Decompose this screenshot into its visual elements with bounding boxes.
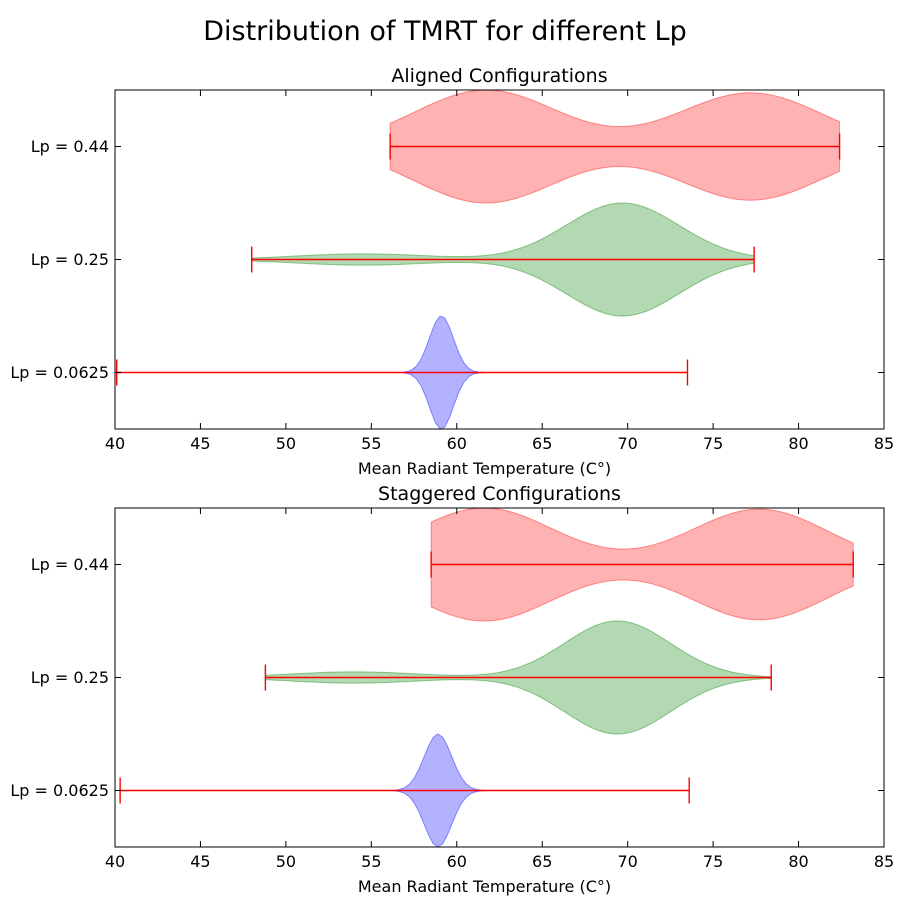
x-tick-label: 80 [788, 434, 808, 453]
staggered-panel: Staggered Configurations 40 45 50 55 60 65 70 75… [10, 483, 894, 896]
x-tick-label: 55 [361, 852, 381, 871]
x-tick-label: 55 [361, 434, 381, 453]
x-tick-label: 50 [276, 434, 296, 453]
x-tick-label: 40 [105, 434, 125, 453]
x-tick-label: 85 [874, 434, 894, 453]
x-tick-label: 45 [190, 434, 210, 453]
chart-title: Aligned Configurations [391, 65, 607, 87]
y-tick-label: Lp = 0.0625 [10, 363, 109, 382]
x-tick-label: 70 [617, 434, 637, 453]
aligned-panel: Aligned Configurations 40 45 50 55 60 65 70 75 80… [10, 65, 894, 478]
x-tick-label: 70 [617, 852, 637, 871]
x-tick-label: 60 [447, 852, 467, 871]
x-tick-label: 75 [703, 434, 723, 453]
x-tick-label: 65 [532, 852, 552, 871]
y-tick-label: Lp = 0.25 [31, 250, 109, 269]
y-tick-label: Lp = 0.0625 [10, 781, 109, 800]
x-axis-label: Mean Radiant Temperature (C°) [358, 459, 611, 478]
x-tick-label: 60 [447, 434, 467, 453]
x-tick-label: 50 [276, 852, 296, 871]
y-tick-label: Lp = 0.44 [31, 137, 109, 156]
y-tick-label: Lp = 0.44 [31, 555, 109, 574]
x-tick-label: 45 [190, 852, 210, 871]
x-axis-label: Mean Radiant Temperature (C°) [358, 877, 611, 896]
chart-title: Staggered Configurations [378, 483, 621, 505]
x-tick-label: 80 [788, 852, 808, 871]
x-tick-label: 85 [874, 852, 894, 871]
x-tick-label: 75 [703, 852, 723, 871]
x-tick-label: 40 [105, 852, 125, 871]
y-tick-label: Lp = 0.25 [31, 668, 109, 687]
x-tick-label: 65 [532, 434, 552, 453]
figure-title: Distribution of TMRT for different Lp [203, 16, 687, 47]
